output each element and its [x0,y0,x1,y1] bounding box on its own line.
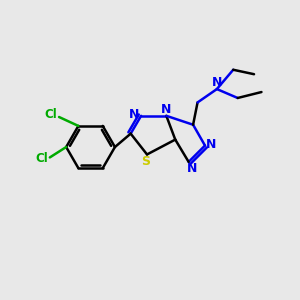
Text: N: N [186,162,197,175]
Text: N: N [161,103,172,116]
Text: N: N [206,138,217,151]
Text: Cl: Cl [44,108,57,121]
Text: S: S [141,155,150,168]
Text: N: N [212,76,222,89]
Text: N: N [129,108,140,121]
Text: Cl: Cl [35,152,48,165]
